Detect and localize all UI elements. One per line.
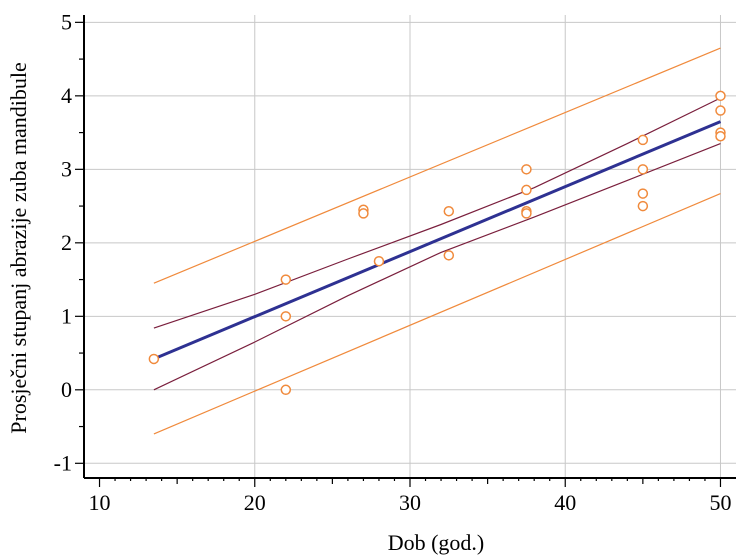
y-tick-label: 0 xyxy=(61,377,72,402)
data-point xyxy=(280,274,292,285)
x-tick-labels: 10 20 30 40 50 xyxy=(89,490,732,515)
y-tick-label: 1 xyxy=(61,303,72,328)
prediction-upper-line xyxy=(153,47,721,284)
data-point xyxy=(521,208,532,219)
data-point xyxy=(280,311,292,322)
confidence-upper-line xyxy=(153,97,721,329)
y-tick-label: 4 xyxy=(61,83,72,108)
y-tick-label: 5 xyxy=(61,9,72,34)
confidence-lower-line xyxy=(153,143,721,391)
data-point xyxy=(148,353,160,365)
regression-line-group xyxy=(153,120,722,361)
data-point xyxy=(637,200,649,212)
data-point xyxy=(521,164,532,175)
x-axis-title: Dob (god.) xyxy=(388,530,485,555)
data-point xyxy=(637,164,649,175)
data-point xyxy=(443,250,455,261)
grid-lines xyxy=(84,15,736,478)
data-points xyxy=(148,90,726,396)
data-point xyxy=(637,188,649,199)
data-point xyxy=(280,384,292,396)
x-tick-label: 40 xyxy=(554,490,576,515)
prediction-lower-line xyxy=(153,193,721,435)
y-tick-labels: -1 0 1 2 3 4 5 xyxy=(54,9,72,475)
data-point xyxy=(715,90,726,102)
data-point xyxy=(443,205,455,217)
x-tick-label: 10 xyxy=(89,490,111,515)
y-tick-label: 3 xyxy=(61,156,72,181)
data-point xyxy=(715,105,726,116)
axes xyxy=(75,15,736,487)
data-point xyxy=(637,134,649,146)
y-tick-label: -1 xyxy=(54,450,72,475)
y-axis-title: Prosječni stupanj abrazije zuba mandibul… xyxy=(6,62,31,433)
interval-lines xyxy=(153,47,721,435)
data-point xyxy=(715,131,726,142)
x-tick-label: 50 xyxy=(709,490,731,515)
x-tick-label: 20 xyxy=(244,490,266,515)
data-point xyxy=(521,184,532,196)
data-point xyxy=(373,255,385,267)
y-tick-label: 2 xyxy=(61,230,72,255)
data-point xyxy=(358,208,369,219)
regression-line xyxy=(153,120,722,361)
x-tick-label: 30 xyxy=(399,490,421,515)
